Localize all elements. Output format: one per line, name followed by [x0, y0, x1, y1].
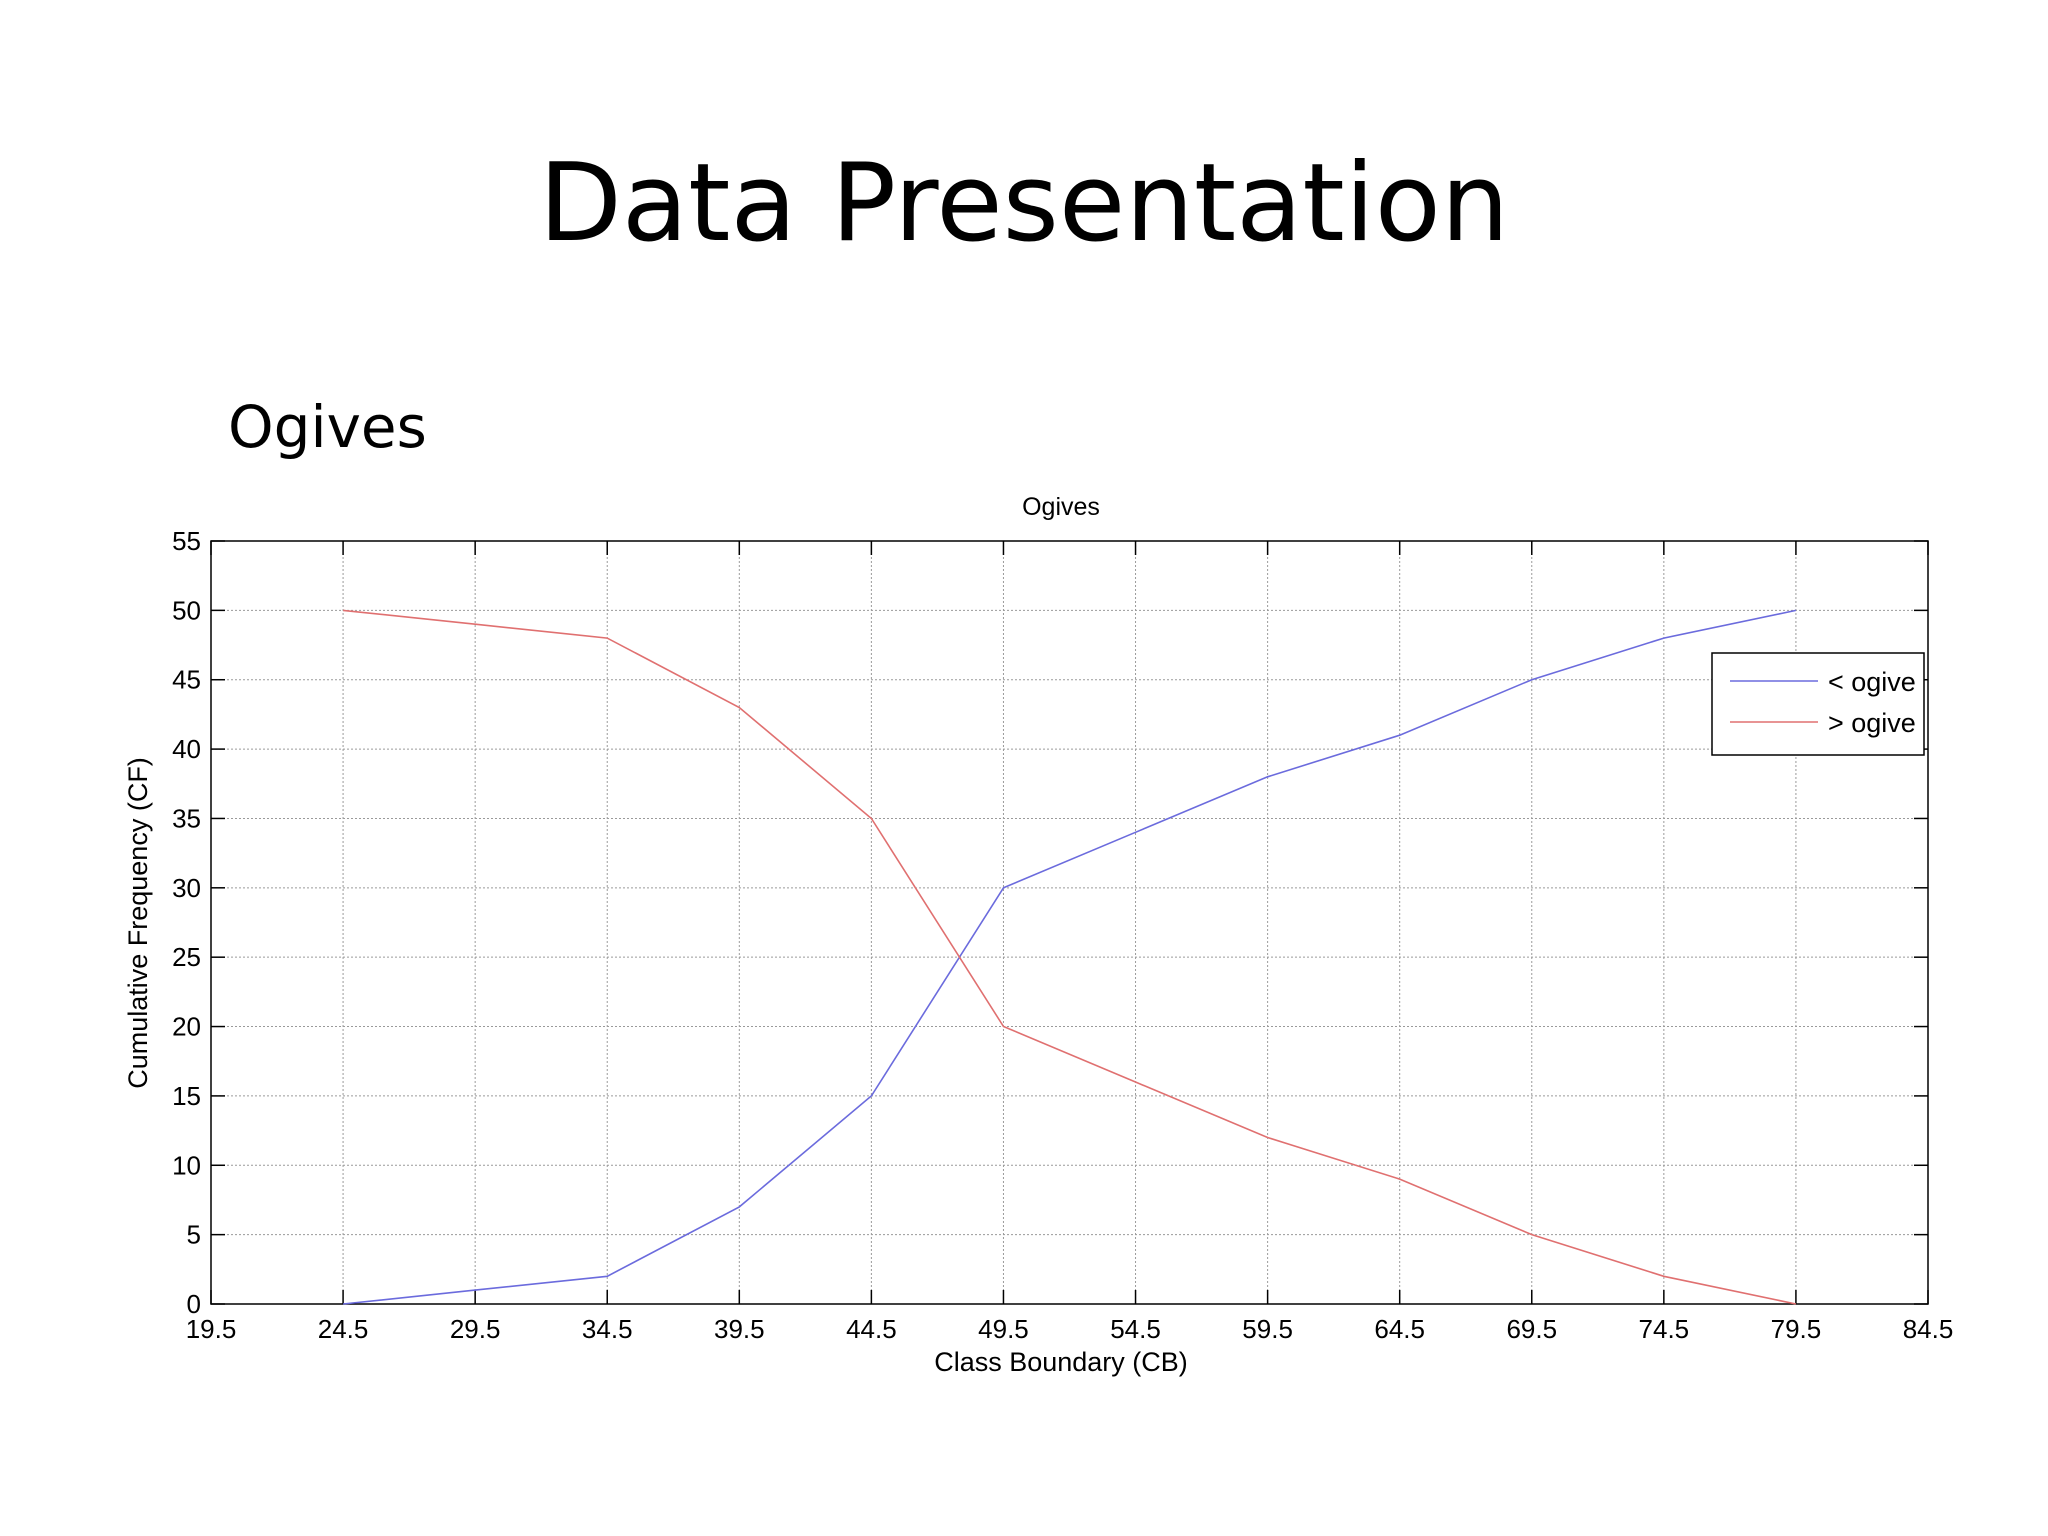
x-tick-label: 39.5	[714, 1314, 765, 1344]
y-axis-label: Cumulative Frequency (CF)	[123, 757, 153, 1089]
slide-title: Data Presentation	[538, 141, 1510, 266]
series-lines	[343, 609, 1797, 1305]
x-tick-label: 69.5	[1506, 1314, 1557, 1344]
legend: < ogive > ogive	[1711, 652, 1925, 756]
x-axis-label: Class Boundary (CB)	[934, 1347, 1188, 1377]
x-tick-label: 49.5	[978, 1314, 1029, 1344]
x-tick-label: 19.5	[186, 1314, 237, 1344]
y-tick-label: 45	[172, 665, 201, 695]
x-tick-label: 29.5	[450, 1314, 501, 1344]
x-tick-label: 59.5	[1242, 1314, 1293, 1344]
chart-title: Ogives	[1022, 493, 1100, 521]
x-tick-label: 34.5	[582, 1314, 633, 1344]
x-tick-label: 64.5	[1374, 1314, 1425, 1344]
y-tick-label: 0	[187, 1289, 201, 1319]
x-tick-label: 54.5	[1110, 1314, 1161, 1344]
slide-subtitle: Ogives	[228, 393, 427, 461]
series-line-ogive	[343, 609, 1797, 1305]
y-tick-label: 20	[172, 1012, 201, 1042]
y-tick-label: 40	[172, 734, 201, 764]
y-tick-label: 55	[172, 526, 201, 556]
y-tick-label: 50	[172, 595, 201, 625]
y-tick-label: 25	[172, 942, 201, 972]
series-line-ogive	[343, 609, 1797, 1305]
legend-box	[1711, 652, 1925, 756]
axes: 19.5 24.5 29.5 34.5 39.5 44.5 49.5 54.5 59.5 64.5…	[172, 526, 1953, 1344]
y-tick-label: 15	[172, 1081, 201, 1111]
y-tick-label: 5	[187, 1220, 201, 1250]
x-tick-label: 84.5	[1903, 1314, 1954, 1344]
x-tick-label: 79.5	[1771, 1314, 1822, 1344]
legend-label: > ogive	[1828, 708, 1916, 738]
x-tick-label: 74.5	[1639, 1314, 1690, 1344]
x-tick-label: 44.5	[846, 1314, 897, 1344]
legend-label: < ogive	[1828, 667, 1916, 697]
y-tick-label: 10	[172, 1150, 201, 1180]
y-tick-label: 30	[172, 873, 201, 903]
plot-frame	[210, 540, 1929, 1305]
grid-lines	[211, 541, 1928, 1304]
x-tick-label: 24.5	[318, 1314, 369, 1344]
y-tick-label: 35	[172, 803, 201, 833]
